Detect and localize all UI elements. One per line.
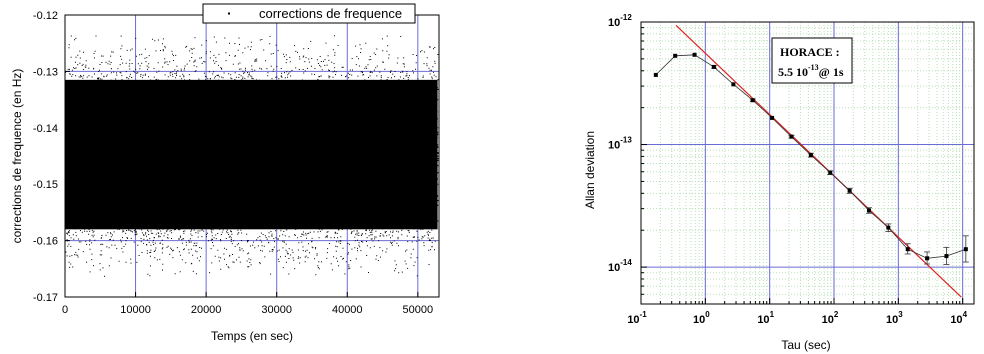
allan-point [886, 225, 891, 230]
left-y-tick-label: -0.12 [33, 10, 58, 22]
left-y-tick-label: -0.16 [33, 236, 58, 248]
annotation-exponent: -13 [808, 63, 819, 72]
allan-point [770, 115, 775, 120]
allan-deviation-plot: 10-1 100 101 102 103 104 10-12 10-13 10-14 HORAC… [583, 13, 975, 352]
allan-point [905, 247, 910, 252]
left-y-tick-label: -0.15 [33, 179, 58, 191]
right-y-axis-label: Allan deviation [583, 131, 597, 209]
legend-marker [228, 12, 230, 15]
left-y-axis-label: corrections de frequence (en Hz) [10, 69, 24, 244]
right-major-grid [641, 22, 974, 304]
left-y-tick-label: -0.13 [33, 66, 58, 78]
annotation-value: 5.5 10-13@ 1s [778, 63, 844, 79]
left-x-tick-label: 50000 [403, 304, 434, 316]
right-axis-ticks: 10-1 100 101 102 103 104 10-12 10-13 10-14 [608, 13, 968, 326]
annotation-box [771, 37, 853, 84]
allan-point [944, 254, 949, 259]
frequency-corrections-plot: 0 10000 20000 30000 40000 50000 -0.12 -0.13 -0.1… [10, 3, 440, 343]
right-x-tick-label: 100 [693, 310, 710, 326]
right-x-tick-label: 10-1 [627, 310, 647, 326]
left-y-tick-label: -0.17 [33, 292, 58, 304]
left-legend: corrections de frequence [202, 3, 416, 24]
right-x-tick-label: 102 [822, 310, 839, 326]
left-x-tick-label: 10000 [120, 304, 151, 316]
annotation-suffix: @ 1s [819, 65, 844, 79]
right-x-tick-label: 103 [886, 310, 903, 326]
allan-point [673, 53, 678, 58]
allan-point [692, 52, 697, 57]
annotation-value-prefix: 5.5 10 [778, 65, 808, 79]
right-y-tick-label: 10-13 [608, 136, 632, 152]
left-axis-ticks: 0 10000 20000 30000 40000 50000 -0.12 -0.13 -0.1… [33, 10, 433, 316]
right-x-tick-label: 101 [757, 310, 774, 326]
allan-point [711, 64, 716, 69]
legend-entry: corrections de frequence [259, 6, 402, 21]
left-x-axis-label: Temps (en sec) [211, 329, 293, 343]
right-y-tick-label: 10-14 [608, 258, 632, 274]
left-x-tick-label: 0 [62, 304, 68, 316]
allan-point [925, 256, 930, 261]
allan-point [847, 188, 852, 193]
scatter-points [65, 35, 439, 277]
right-x-tick-label: 104 [950, 310, 967, 326]
left-x-tick-label: 40000 [332, 304, 363, 316]
allan-point [808, 153, 813, 158]
left-x-tick-label: 20000 [191, 304, 222, 316]
annotation-title: HORACE : [780, 45, 840, 59]
right-y-tick-label: 10-12 [608, 13, 632, 29]
left-scatter-points [65, 35, 439, 277]
right-plot-frame [640, 21, 975, 305]
allan-point [731, 82, 736, 87]
legend-box [202, 3, 416, 24]
allan-point [653, 72, 658, 77]
right-x-axis-label: Tau (sec) [781, 338, 830, 352]
left-x-tick-label: 30000 [261, 304, 292, 316]
allan-point [750, 98, 755, 103]
left-y-tick-label: -0.14 [33, 123, 58, 135]
allan-point [828, 170, 833, 175]
allan-point [867, 208, 872, 213]
allan-series [653, 52, 969, 265]
allan-point [963, 247, 968, 252]
allan-point [789, 134, 794, 139]
horace-annotation: HORACE : 5.5 10-13@ 1s [771, 37, 853, 84]
